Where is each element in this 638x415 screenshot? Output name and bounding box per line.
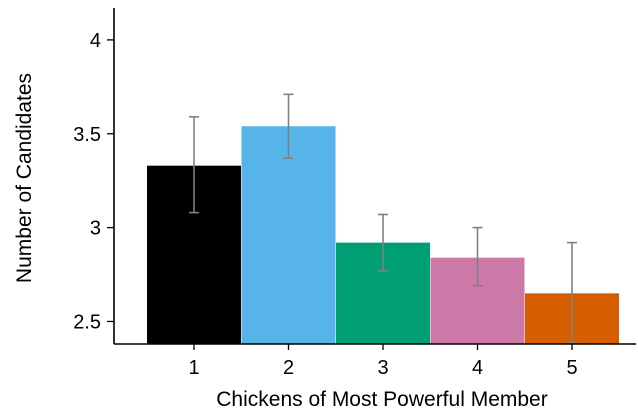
y-tick-label-4: 4 <box>90 30 101 52</box>
y-tick-label-3.5: 3.5 <box>73 124 101 146</box>
x-ticks: 1 2 3 4 5 <box>188 344 578 379</box>
y-tick-label-3: 3 <box>90 218 101 240</box>
x-tick-label-3: 3 <box>377 357 388 379</box>
error-bars-layer <box>189 93 577 343</box>
y-tick-label-2.5: 2.5 <box>73 311 101 333</box>
error-bar-4 <box>472 226 483 287</box>
error-bar-2 <box>283 93 294 159</box>
x-tick-label-4: 4 <box>472 357 483 379</box>
x-tick-label-1: 1 <box>188 357 199 379</box>
error-bar-1 <box>189 116 199 214</box>
error-bar-3 <box>378 213 388 272</box>
x-axis-title: Chickens of Most Powerful Member <box>216 388 547 411</box>
y-ticks: 2.5 3 3.5 4 <box>73 30 114 333</box>
error-bar-5 <box>567 241 577 343</box>
x-tick-label-2: 2 <box>283 357 294 379</box>
bar-2 <box>241 126 336 344</box>
y-axis-title: Number of Candidates <box>13 73 36 283</box>
x-tick-label-5: 5 <box>566 357 577 379</box>
